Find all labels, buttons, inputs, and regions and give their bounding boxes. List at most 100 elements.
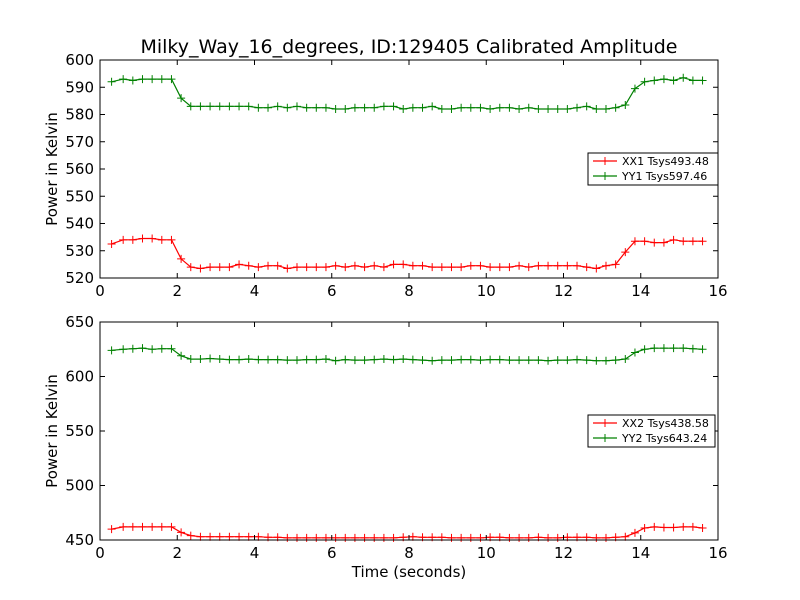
data-point — [563, 261, 572, 270]
data-point — [292, 263, 301, 272]
data-point — [476, 356, 485, 365]
data-point — [408, 355, 417, 364]
data-point — [553, 533, 562, 542]
y-tick-label: 530 — [65, 242, 94, 260]
data-point — [235, 532, 244, 541]
data-point — [688, 76, 697, 85]
data-point — [630, 84, 639, 93]
data-point — [669, 76, 678, 85]
data-point — [321, 263, 330, 272]
data-point — [379, 533, 388, 542]
data-point — [254, 355, 263, 364]
data-point — [321, 355, 330, 364]
data-point — [679, 344, 688, 353]
data-point — [418, 356, 427, 365]
data-point — [630, 528, 639, 537]
data-point — [408, 103, 417, 112]
x-tick-label: 16 — [708, 282, 727, 300]
data-point — [466, 355, 475, 364]
data-point — [138, 75, 147, 84]
data-point — [119, 75, 128, 84]
data-point — [341, 355, 350, 364]
data-point — [563, 356, 572, 365]
data-point — [128, 344, 137, 353]
data-point — [621, 355, 630, 364]
data-point — [544, 105, 553, 114]
data-point — [447, 263, 456, 272]
data-point — [128, 76, 137, 85]
data-point — [437, 356, 446, 365]
data-point — [177, 254, 186, 263]
x-tick-label: 0 — [95, 282, 105, 300]
data-point — [563, 105, 572, 114]
data-point — [244, 261, 253, 270]
legend — [587, 152, 719, 186]
x-tick-label: 14 — [631, 544, 650, 562]
data-point — [544, 533, 553, 542]
data-point — [128, 522, 137, 531]
data-point — [302, 355, 311, 364]
data-point — [601, 533, 610, 542]
data-point — [428, 102, 437, 111]
data-point — [573, 261, 582, 270]
data-point — [321, 533, 330, 542]
data-point — [360, 263, 369, 272]
x-tick-label: 6 — [327, 544, 337, 562]
data-point — [640, 524, 649, 533]
data-point — [138, 234, 147, 243]
x-tick-label: 16 — [708, 544, 727, 562]
data-point — [582, 356, 591, 365]
data-point — [389, 102, 398, 111]
legend-marker — [601, 172, 609, 180]
data-point — [601, 261, 610, 270]
data-point — [669, 523, 678, 532]
data-point — [148, 522, 157, 531]
data-point — [515, 533, 524, 542]
data-point — [107, 77, 116, 86]
data-point — [302, 263, 311, 272]
data-point — [283, 103, 292, 112]
data-point — [225, 263, 234, 272]
data-point — [486, 355, 495, 364]
data-point — [476, 533, 485, 542]
data-point — [582, 263, 591, 272]
data-point — [341, 105, 350, 114]
data-point — [157, 344, 166, 353]
data-point — [466, 533, 475, 542]
data-point — [437, 263, 446, 272]
data-point — [659, 238, 668, 247]
data-point — [360, 103, 369, 112]
data-point — [399, 105, 408, 114]
data-point — [408, 261, 417, 270]
data-point — [457, 263, 466, 272]
x-tick-label: 2 — [172, 282, 182, 300]
data-point — [447, 356, 456, 365]
data-point — [157, 235, 166, 244]
data-point — [486, 105, 495, 114]
data-point — [582, 102, 591, 111]
data-point — [630, 237, 639, 246]
data-point — [215, 532, 224, 541]
legend-marker — [601, 434, 609, 442]
data-point — [244, 102, 253, 111]
data-point — [331, 261, 340, 270]
data-point — [264, 261, 273, 270]
data-point — [495, 103, 504, 112]
y-tick-label: 550 — [65, 187, 94, 205]
data-point — [138, 522, 147, 531]
data-point — [698, 345, 707, 354]
data-point — [370, 533, 379, 542]
data-point — [119, 522, 128, 531]
x-tick-label: 0 — [95, 544, 105, 562]
data-point — [167, 75, 176, 84]
data-point — [206, 354, 215, 363]
data-point — [312, 533, 321, 542]
data-point — [254, 263, 263, 272]
data-point — [611, 356, 620, 365]
data-point — [244, 532, 253, 541]
data-point — [524, 356, 533, 365]
data-point — [177, 94, 186, 103]
data-point — [119, 345, 128, 354]
data-point — [119, 235, 128, 244]
data-point — [553, 261, 562, 270]
